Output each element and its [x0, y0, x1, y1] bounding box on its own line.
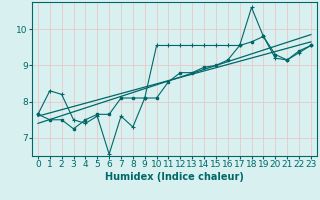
X-axis label: Humidex (Indice chaleur): Humidex (Indice chaleur): [105, 172, 244, 182]
